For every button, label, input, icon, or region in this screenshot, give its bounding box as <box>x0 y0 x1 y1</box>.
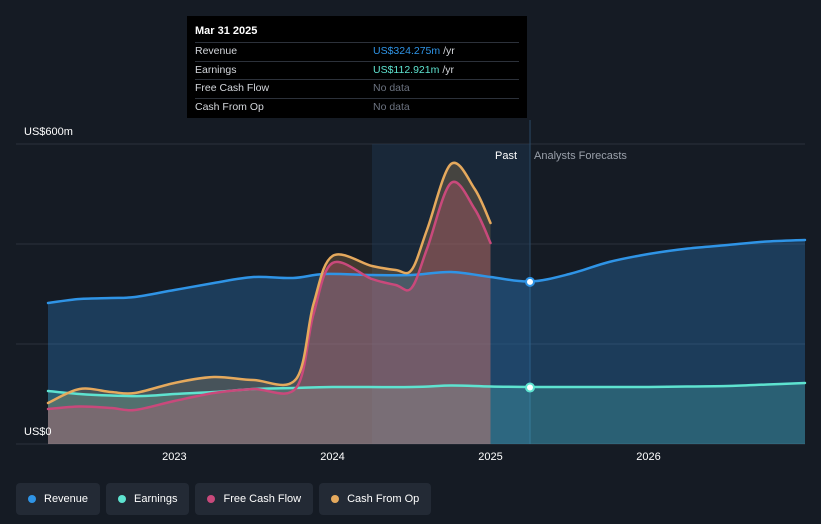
grid-lines <box>16 143 805 445</box>
tooltip-row-label: Revenue <box>195 45 238 57</box>
legend-item-earnings[interactable]: Earnings <box>106 483 190 515</box>
free-cash-flow-line <box>46 180 492 412</box>
legend-item-revenue[interactable]: Revenue <box>16 483 101 515</box>
tooltip-row-cash-from-op: Cash From Op No data <box>195 97 519 117</box>
x-tick-label: 2026 <box>636 451 661 463</box>
tooltip-row-earnings: Earnings US$112.921m/yr <box>195 60 519 80</box>
tooltip-row-value: US$324.275m <box>373 45 441 57</box>
legend-label: Earnings <box>134 493 178 505</box>
tooltip-row-value: No data <box>373 100 410 113</box>
cash-from-op-line <box>46 161 492 405</box>
x-tick-label: 2024 <box>320 451 345 463</box>
past-highlight-zone <box>371 144 531 444</box>
legend-label: Free Cash Flow <box>223 493 302 505</box>
tooltip-row-free-cash-flow: Free Cash Flow No data <box>195 79 519 98</box>
x-tick-label: 2025 <box>478 451 503 463</box>
revenue-marker <box>525 276 536 287</box>
past-label: Past <box>495 150 518 162</box>
forecast-label: Analysts Forecasts <box>534 150 627 162</box>
free-cash-flow-area <box>48 181 491 444</box>
x-tick-label: 2023 <box>162 451 187 463</box>
tooltip-row-label: Earnings <box>195 63 237 76</box>
tooltip-row-unit: /yr <box>442 63 455 76</box>
y-axis-label-top: US$600m <box>24 126 73 138</box>
legend-label: Cash From Op <box>347 493 420 505</box>
legend-item-free-cash-flow[interactable]: Free Cash Flow <box>195 483 314 515</box>
legend-dot-icon <box>207 495 216 503</box>
earnings-marker <box>525 382 536 393</box>
y-axis-label-bottom: US$0 <box>24 426 52 438</box>
earnings-area <box>48 383 805 444</box>
series-areas <box>48 162 805 444</box>
revenue-line <box>46 238 807 305</box>
legend-dot-icon <box>331 495 340 503</box>
tooltip-row-label: Cash From Op <box>195 100 264 113</box>
legend-label: Revenue <box>44 493 89 505</box>
series-markers <box>525 276 536 393</box>
legend: Revenue Earnings Free Cash Flow Cash From O… <box>16 483 432 515</box>
legend-item-cash-from-op[interactable]: Cash From Op <box>319 483 432 515</box>
tooltip: Mar 31 2025 Revenue US$324.275m/yr Earning… <box>187 16 527 118</box>
tooltip-row-label: Free Cash Flow <box>195 82 270 94</box>
tooltip-row-value: US$112.921m <box>373 63 440 76</box>
earnings-line <box>46 381 807 398</box>
tooltip-row-value: No data <box>373 82 410 94</box>
tooltip-row-unit: /yr <box>443 45 455 57</box>
series-lines <box>46 161 807 412</box>
tooltip-row-revenue: Revenue US$324.275m/yr <box>195 42 519 61</box>
tooltip-rows: Revenue US$324.275m/yr Earnings US$112.921m… <box>195 42 519 116</box>
cash-from-op-area <box>48 162 491 444</box>
legend-dot-icon <box>28 495 36 503</box>
legend-dot-icon <box>118 495 127 503</box>
revenue-area <box>48 240 805 444</box>
tooltip-date: Mar 31 2025 <box>195 25 258 37</box>
chart-zones <box>371 120 531 444</box>
